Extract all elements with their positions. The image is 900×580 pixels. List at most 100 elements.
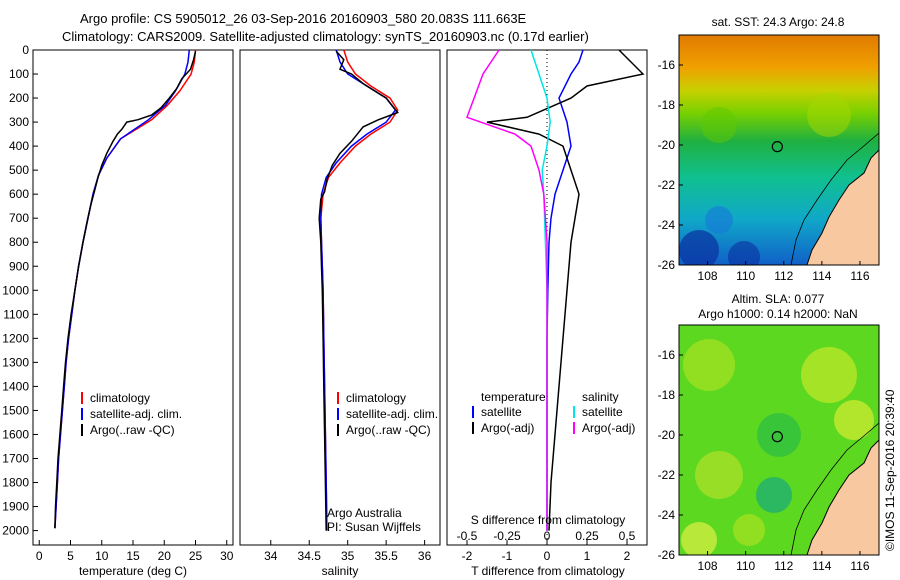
map-x-tick-label: 110 <box>736 559 755 573</box>
y-tick-label: 0 <box>22 43 29 57</box>
map-y-tick-label: -26 <box>658 258 676 272</box>
legend-label-satellite: satellite-adj. clim. <box>90 407 182 421</box>
sla-patch <box>683 339 735 391</box>
x-tick-label: -2 <box>462 549 473 563</box>
difference-profile-panel: -2 -1 0 1 2 -0.5 -0.25 0 0.25 0.5 S difference f… <box>446 49 648 578</box>
legend-title-temperature: temperature <box>481 390 546 404</box>
temperature-legend: climatology satellite-adj. clim. Argo(..… <box>81 391 182 437</box>
land-mass <box>806 439 879 555</box>
salinity-axis-label: salinity <box>322 564 359 578</box>
salinity-plot-frame <box>239 49 441 546</box>
sla-patch <box>695 451 743 499</box>
y-tick-label: 500 <box>9 163 29 177</box>
t-difference-axis-label: T difference from climatology <box>471 564 625 578</box>
y-tick-label: 1300 <box>2 355 29 369</box>
legend-label-t-satellite: satellite <box>481 405 522 419</box>
y-tick-label: 1500 <box>2 403 29 417</box>
x2-tick-label: -0.25 <box>493 529 521 543</box>
legend-label-argo: Argo(..raw -QC) <box>346 423 431 437</box>
legend-label-satellite: satellite-adj. clim. <box>346 407 438 421</box>
map-y-tick-label: -20 <box>658 428 676 442</box>
map-x-tick-label: 108 <box>698 269 718 283</box>
argo-location-marker <box>771 431 783 443</box>
map-x-tick-label: 112 <box>774 269 793 283</box>
y-tick-label: 1000 <box>2 283 29 297</box>
legend-label-climatology: climatology <box>346 391 406 405</box>
legend-label-s-satellite: satellite <box>582 405 623 419</box>
argo-location-marker <box>771 141 783 153</box>
sst-patch <box>728 241 760 265</box>
series-line-t_argo <box>486 49 645 531</box>
x-tick-label: 35 <box>341 549 355 563</box>
x-tick-label: 36 <box>418 549 432 563</box>
x-tick-label: 5 <box>67 549 74 563</box>
x-tick-label: 2 <box>624 549 631 563</box>
map-x-tick-label: 108 <box>698 559 718 573</box>
map-y-tick-label: -24 <box>658 508 676 522</box>
y-tick-label: 2000 <box>2 524 29 538</box>
sla-patch <box>834 400 874 440</box>
x-tick-label: 30 <box>220 549 234 563</box>
imos-stamp: ©IMOS 11-Sep-2016 20:39:40 <box>883 389 897 551</box>
difference-legend: temperature salinity satellite Argo(-adj… <box>472 390 635 435</box>
y-tick-label: 900 <box>9 259 29 273</box>
temperature-profile-panel: 0100200300400500600700800900100011001200… <box>2 43 233 578</box>
map-y-tick-label: -18 <box>658 388 676 402</box>
y-tick-label: 600 <box>9 187 29 201</box>
map-y-tick-label: -20 <box>658 138 676 152</box>
y-tick-label: 200 <box>9 91 29 105</box>
legend-label-t-argo: Argo(-adj) <box>481 421 534 435</box>
sst-map-panel: sat. SST: 24.3 Argo: 24.8 <box>658 15 880 283</box>
x-tick-label: 0 <box>544 549 551 563</box>
y-tick-label: 1400 <box>2 379 29 393</box>
x2-tick-label: 0.25 <box>575 529 599 543</box>
series-line-argo <box>318 50 399 531</box>
map-y-tick-label: -22 <box>658 178 676 192</box>
x-tick-label: 0 <box>36 549 43 563</box>
sla-patch <box>756 477 792 513</box>
sla-patch <box>801 347 857 403</box>
y-tick-label: 1800 <box>2 476 29 490</box>
x-tick-label: 34.5 <box>298 549 322 563</box>
map-x-tick-label: 114 <box>812 269 831 283</box>
series-line-clim <box>54 49 197 529</box>
sla-map-subtitle: Argo h1000: 0.14 h2000: NaN <box>698 307 857 321</box>
sst-patch <box>701 107 737 143</box>
header-line-2: Climatology: CARS2009. Satellite-adjuste… <box>62 29 589 44</box>
legend-label-s-argo: Argo(-adj) <box>582 421 635 435</box>
shelf-contour <box>790 132 879 265</box>
map-y-tick-label: -18 <box>658 98 676 112</box>
map-y-tick-label: -22 <box>658 468 676 482</box>
y-tick-label: 800 <box>9 235 29 249</box>
x-tick-label: -1 <box>502 549 513 563</box>
y-tick-label: 1100 <box>3 307 29 321</box>
x2-tick-label: -0.5 <box>457 529 478 543</box>
y-tick-label: 1900 <box>2 500 29 514</box>
y-tick-label: 1700 <box>2 451 29 465</box>
x-tick-label: 35.5 <box>374 549 398 563</box>
header-line-1: Argo profile: CS 5905012_26 03-Sep-2016 … <box>80 11 527 26</box>
map-x-tick-label: 116 <box>850 559 869 573</box>
salinity-legend: climatology satellite-adj. clim. Argo(..… <box>337 391 438 437</box>
x-tick-label: 10 <box>95 549 109 563</box>
legend-title-salinity: salinity <box>582 390 619 404</box>
map-y-tick-label: -16 <box>658 348 676 362</box>
sla-map-title: Altim. SLA: 0.077 <box>732 292 825 306</box>
pi-annotation: PI: Susan Wijffels <box>327 520 421 534</box>
x-tick-label: 25 <box>189 549 203 563</box>
sst-patch <box>807 93 851 137</box>
map-x-tick-label: 110 <box>736 269 755 283</box>
sla-map-panel: Altim. SLA: 0.077 Argo h1000: 0.14 h2000… <box>658 292 880 573</box>
map-y-tick-label: -26 <box>658 548 676 562</box>
series-line-sat <box>320 49 397 531</box>
sla-patch <box>733 514 765 546</box>
sla-patch <box>681 522 717 555</box>
y-tick-label: 400 <box>9 139 29 153</box>
map-y-tick-label: -16 <box>658 58 676 72</box>
sst-map-frame <box>678 34 880 266</box>
argo-australia-annotation: Argo Australia <box>327 506 402 520</box>
map-x-tick-label: 112 <box>774 559 793 573</box>
salinity-profile-panel: 34 34.5 35 35.5 36 salinity climatology sate… <box>239 49 441 578</box>
sla-map-image <box>679 325 879 555</box>
x2-tick-label: 0.5 <box>619 529 636 543</box>
